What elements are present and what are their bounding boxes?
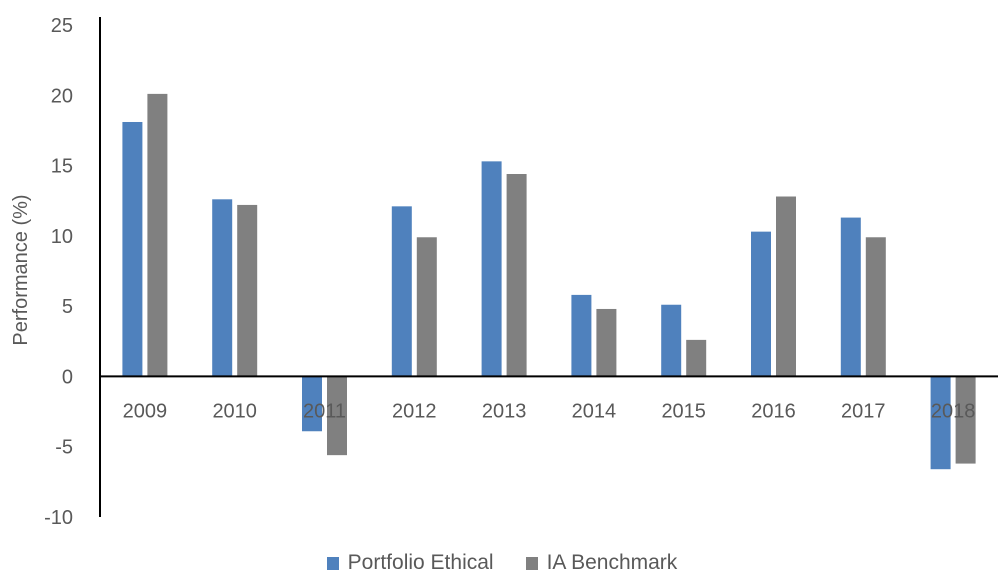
bar-portfolio-ethical-2018 bbox=[930, 376, 951, 470]
x-tick-label: 2015 bbox=[661, 400, 706, 422]
bar-ia-benchmark-2011 bbox=[327, 376, 347, 456]
y-tick-label: 0 bbox=[62, 366, 73, 388]
bar-chart: -10 -5 0 5 10 15 20 25 2009 2010 2011 2012 2013 2014… bbox=[10, 15, 998, 529]
legend-swatch-portfolio-ethical bbox=[326, 556, 339, 570]
x-tick-label: 2017 bbox=[841, 400, 886, 422]
bar-portfolio-ethical-2009 bbox=[122, 121, 143, 377]
axes-layer bbox=[99, 17, 998, 517]
bar-portfolio-ethical-2011 bbox=[302, 376, 322, 432]
y-tick-label: 5 bbox=[62, 296, 73, 318]
y-tick-label: -10 bbox=[44, 507, 73, 529]
x-tick-label: 2012 bbox=[392, 400, 437, 422]
bar-ia-benchmark-2016 bbox=[776, 196, 796, 377]
bar-ia-benchmark-2017 bbox=[865, 237, 886, 377]
x-tick-label: 2016 bbox=[751, 400, 796, 422]
bar-portfolio-ethical-2010 bbox=[212, 199, 233, 377]
legend: Portfolio Ethical IA Benchmark bbox=[0, 548, 1004, 578]
x-tick-label: 2011 bbox=[303, 400, 346, 422]
bar-portfolio-ethical-2016 bbox=[751, 231, 771, 377]
y-tick-label: 20 bbox=[51, 85, 73, 107]
x-tick-label: 2018 bbox=[931, 400, 976, 422]
bar-ia-benchmark-2015 bbox=[686, 339, 707, 377]
y-tick-label: 25 bbox=[51, 15, 73, 37]
x-tick-label: 2010 bbox=[212, 400, 257, 422]
legend-label-ia-benchmark: IA Benchmark bbox=[546, 551, 678, 574]
y-tick-label: -5 bbox=[55, 437, 73, 459]
bar-portfolio-ethical-2015 bbox=[661, 304, 682, 377]
bars-layer bbox=[122, 93, 976, 470]
legend-item-ia-benchmark: IA Benchmark bbox=[525, 551, 678, 575]
x-tick-label: 2013 bbox=[482, 400, 527, 422]
bar-portfolio-ethical-2012 bbox=[391, 206, 412, 377]
y-tick-labels: -10 -5 0 5 10 15 20 25 bbox=[44, 15, 73, 529]
bar-portfolio-ethical-2014 bbox=[571, 294, 592, 377]
x-tick-label: 2014 bbox=[572, 400, 617, 422]
bar-ia-benchmark-2013 bbox=[506, 174, 527, 377]
y-tick-label: 15 bbox=[51, 156, 73, 178]
bar-ia-benchmark-2018 bbox=[955, 376, 976, 464]
x-tick-labels: 2009 2010 2011 2012 2013 2014 2015 2016 2017 2018 bbox=[123, 400, 976, 422]
bar-ia-benchmark-2012 bbox=[416, 237, 437, 377]
y-axis-label: Performance (%) bbox=[10, 194, 32, 345]
legend-label-portfolio-ethical: Portfolio Ethical bbox=[347, 551, 494, 574]
legend-swatch-ia-benchmark bbox=[525, 556, 538, 570]
bar-ia-benchmark-2009 bbox=[147, 93, 168, 377]
bar-portfolio-ethical-2013 bbox=[481, 161, 502, 377]
bar-ia-benchmark-2010 bbox=[237, 204, 258, 377]
legend-item-portfolio-ethical: Portfolio Ethical bbox=[326, 551, 494, 575]
bar-ia-benchmark-2014 bbox=[596, 308, 617, 377]
x-tick-label: 2009 bbox=[123, 400, 168, 422]
y-tick-label: 10 bbox=[51, 226, 73, 248]
bar-portfolio-ethical-2017 bbox=[840, 217, 861, 377]
